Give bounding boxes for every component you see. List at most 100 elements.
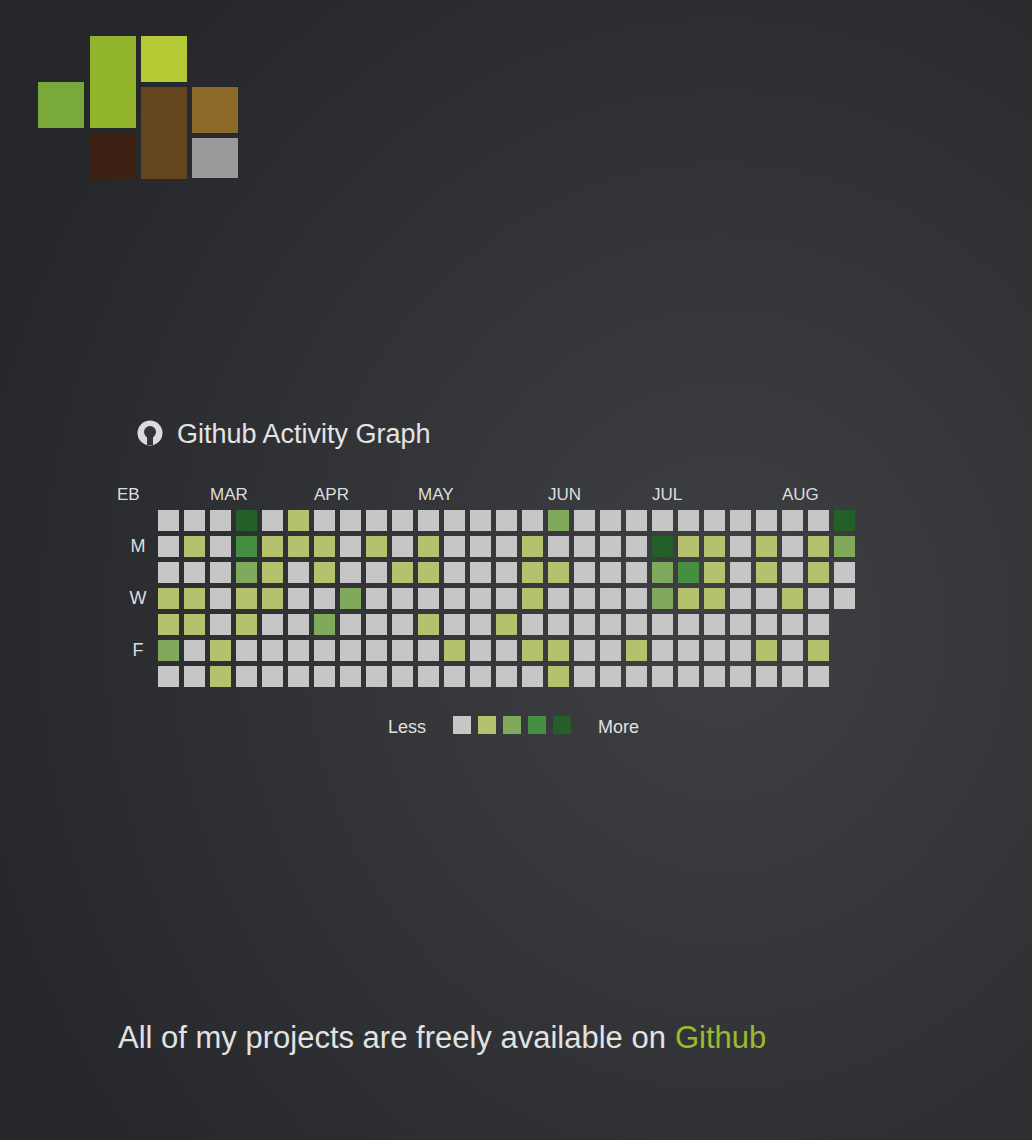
activity-cell bbox=[574, 666, 595, 687]
activity-cell bbox=[340, 588, 361, 609]
activity-cell bbox=[314, 614, 335, 635]
month-tick: JUL bbox=[652, 485, 682, 504]
activity-cell bbox=[496, 640, 517, 661]
activity-cell bbox=[158, 510, 179, 531]
activity-cell bbox=[756, 614, 777, 635]
activity-cell bbox=[288, 562, 309, 583]
activity-cell bbox=[548, 640, 569, 661]
activity-cell bbox=[210, 588, 231, 609]
activity-cell bbox=[340, 536, 361, 557]
activity-cell bbox=[262, 614, 283, 635]
activity-cell bbox=[262, 666, 283, 687]
activity-cell bbox=[704, 614, 725, 635]
activity-cell bbox=[262, 640, 283, 661]
activity-cell bbox=[548, 510, 569, 531]
activity-cell bbox=[210, 666, 231, 687]
weekday-tick: W bbox=[130, 588, 147, 608]
activity-cell bbox=[600, 666, 621, 687]
activity-cell bbox=[236, 666, 257, 687]
activity-cell bbox=[184, 640, 205, 661]
activity-cell bbox=[574, 510, 595, 531]
activity-cell bbox=[340, 614, 361, 635]
weekday-tick: M bbox=[131, 536, 146, 556]
activity-cell bbox=[522, 614, 543, 635]
activity-cell bbox=[470, 562, 491, 583]
activity-cell bbox=[236, 562, 257, 583]
activity-cell bbox=[600, 536, 621, 557]
activity-cell bbox=[600, 614, 621, 635]
activity-cell bbox=[652, 536, 673, 557]
activity-cell bbox=[496, 588, 517, 609]
activity-cell bbox=[158, 562, 179, 583]
activity-cell bbox=[366, 666, 387, 687]
activity-cell bbox=[678, 666, 699, 687]
activity-cell bbox=[730, 614, 751, 635]
legend-swatch bbox=[528, 716, 546, 734]
activity-cell bbox=[600, 588, 621, 609]
logo bbox=[38, 36, 238, 179]
activity-cell bbox=[496, 562, 517, 583]
activity-cell bbox=[418, 588, 439, 609]
activity-cell bbox=[418, 666, 439, 687]
activity-cell bbox=[392, 536, 413, 557]
activity-cell bbox=[522, 666, 543, 687]
activity-cell bbox=[210, 562, 231, 583]
activity-cell bbox=[366, 614, 387, 635]
activity-cell bbox=[470, 640, 491, 661]
month-label: JUN bbox=[548, 485, 581, 504]
activity-cell bbox=[756, 666, 777, 687]
activity-cell bbox=[340, 562, 361, 583]
activity-cell bbox=[236, 614, 257, 635]
activity-cell bbox=[314, 536, 335, 557]
activity-cell bbox=[210, 640, 231, 661]
activity-cell bbox=[184, 614, 205, 635]
activity-cell bbox=[652, 666, 673, 687]
activity-cell bbox=[808, 562, 829, 583]
activity-cell bbox=[522, 562, 543, 583]
activity-cell bbox=[418, 536, 439, 557]
activity-cell bbox=[288, 588, 309, 609]
activity-cell bbox=[678, 536, 699, 557]
logo-block bbox=[141, 87, 187, 179]
activity-cell bbox=[600, 640, 621, 661]
activity-cell bbox=[288, 640, 309, 661]
activity-cell bbox=[418, 562, 439, 583]
activity-cell bbox=[626, 614, 647, 635]
activity-cell bbox=[548, 666, 569, 687]
activity-cell bbox=[210, 614, 231, 635]
logo-block bbox=[90, 133, 136, 179]
weekday-tick: F bbox=[133, 640, 144, 660]
footer-link[interactable]: Github bbox=[675, 1020, 766, 1055]
activity-cell bbox=[574, 536, 595, 557]
activity-cell bbox=[522, 510, 543, 531]
background bbox=[0, 0, 1032, 1140]
activity-cell bbox=[418, 510, 439, 531]
activity-cell bbox=[392, 510, 413, 531]
activity-cell bbox=[756, 588, 777, 609]
weekday-label: W bbox=[130, 588, 147, 608]
activity-cell bbox=[418, 640, 439, 661]
logo-block bbox=[90, 36, 136, 128]
activity-cell bbox=[366, 640, 387, 661]
legend-min-label: Less bbox=[388, 717, 426, 737]
activity-cell bbox=[470, 614, 491, 635]
activity-cell bbox=[574, 640, 595, 661]
activity-cell bbox=[574, 614, 595, 635]
activity-cell bbox=[236, 640, 257, 661]
activity-cell bbox=[158, 536, 179, 557]
activity-cell bbox=[340, 666, 361, 687]
activity-cell bbox=[262, 588, 283, 609]
activity-cell bbox=[184, 510, 205, 531]
activity-cell bbox=[808, 640, 829, 661]
activity-cell bbox=[782, 562, 803, 583]
activity-cell bbox=[444, 536, 465, 557]
activity-cell bbox=[210, 510, 231, 531]
month-tick: APR bbox=[314, 485, 349, 504]
activity-cell bbox=[574, 562, 595, 583]
activity-cell bbox=[236, 588, 257, 609]
color-legend: LessMore bbox=[388, 716, 639, 737]
activity-cell bbox=[444, 640, 465, 661]
legend-swatch bbox=[478, 716, 496, 734]
activity-cell bbox=[262, 536, 283, 557]
month-label: MAY bbox=[418, 485, 454, 504]
